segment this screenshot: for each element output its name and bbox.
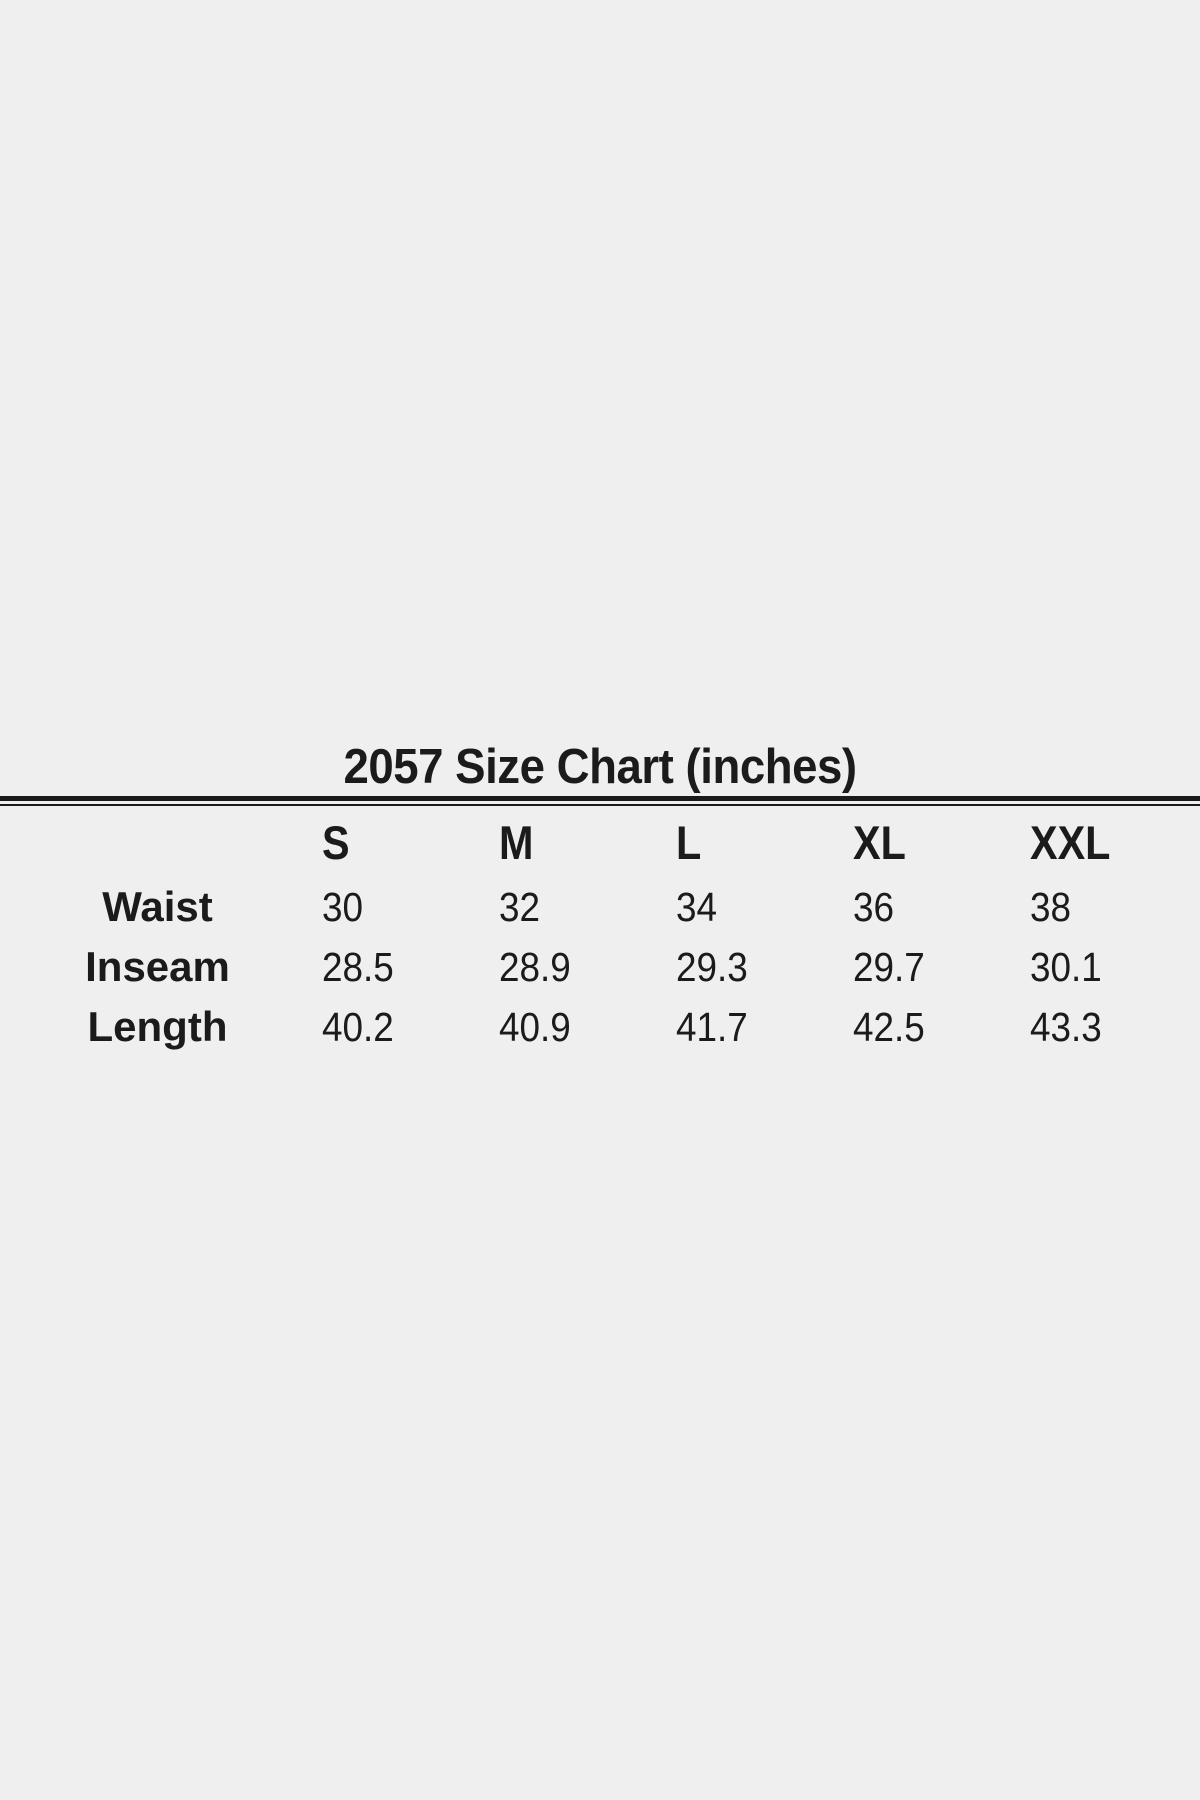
table-cell-inseam-xxl: 30.1 [1023,937,1200,997]
title-divider-thick [0,796,1200,801]
cell-value: 28.9 [499,943,571,990]
table-corner-cell [0,807,315,877]
table-cell-inseam-m: 28.9 [492,937,669,997]
cell-value: 28.5 [322,943,394,990]
table-cell-inseam-l: 29.3 [669,937,846,997]
cell-value: 29.3 [676,943,748,990]
cell-value: 40.2 [322,1003,394,1050]
cell-value: 30.1 [1030,943,1102,990]
title-divider-thin [0,804,1200,806]
table-cell-waist-m: 32 [492,877,669,937]
cell-value: 30 [322,883,364,930]
table-cell-length-m: 40.9 [492,997,669,1057]
column-header-xxl: XXL [1023,807,1200,877]
cell-value: 43.3 [1030,1003,1102,1050]
table-cell-length-xl: 42.5 [846,997,1023,1057]
cell-value: 34 [676,883,718,930]
table-cell-inseam-s: 28.5 [315,937,492,997]
size-chart-title: 2057 Size Chart (inches) [343,740,857,794]
table-cell-waist-xl: 36 [846,877,1023,937]
column-header-xl: XL [846,807,1023,877]
table-cell-length-s: 40.2 [315,997,492,1057]
table-cell-waist-s: 30 [315,877,492,937]
size-table: S M L XL XXL Waist 30 32 34 36 38 Inseam… [0,807,1200,1057]
column-header-l: L [669,807,846,877]
column-header-s: S [315,807,492,877]
column-header-m: M [492,807,669,877]
cell-value: 36 [853,883,895,930]
table-cell-length-l: 41.7 [669,997,846,1057]
table-cell-waist-l: 34 [669,877,846,937]
cell-value: 32 [499,883,541,930]
table-cell-waist-xxl: 38 [1023,877,1200,937]
cell-value: 40.9 [499,1003,571,1050]
column-header-label: L [676,815,702,869]
row-label-length: Length [87,1003,228,1050]
row-label-waist: Waist [102,883,213,930]
column-header-label: S [322,815,350,869]
column-header-label: M [499,815,534,869]
cell-value: 41.7 [676,1003,748,1050]
table-cell-inseam-xl: 29.7 [846,937,1023,997]
cell-value: 38 [1030,883,1072,930]
cell-value: 42.5 [853,1003,925,1050]
column-header-label: XXL [1030,815,1111,869]
cell-value: 29.7 [853,943,925,990]
table-cell-length-xxl: 43.3 [1023,997,1200,1057]
row-label-inseam: Inseam [85,943,230,990]
column-header-label: XL [853,815,906,869]
